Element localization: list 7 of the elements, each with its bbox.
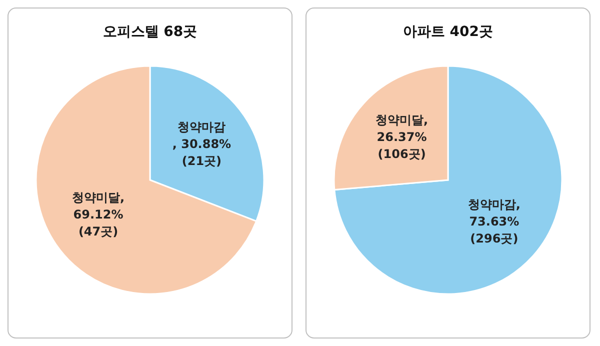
chart-title: 아파트 402곳	[402, 24, 494, 40]
slice-label: 청약마감, 73.63% (296곳)	[468, 198, 520, 246]
chart-title: 오피스텔 68곳	[102, 24, 198, 40]
data-label: , 30.88% (21곳)	[172, 136, 232, 168]
slice-label: 청약미달, 69.12% (47곳)	[72, 190, 125, 239]
slice-label: 청약미달, 26.37% (106곳)	[376, 112, 428, 161]
slice-label: 청약마감	[178, 120, 226, 134]
